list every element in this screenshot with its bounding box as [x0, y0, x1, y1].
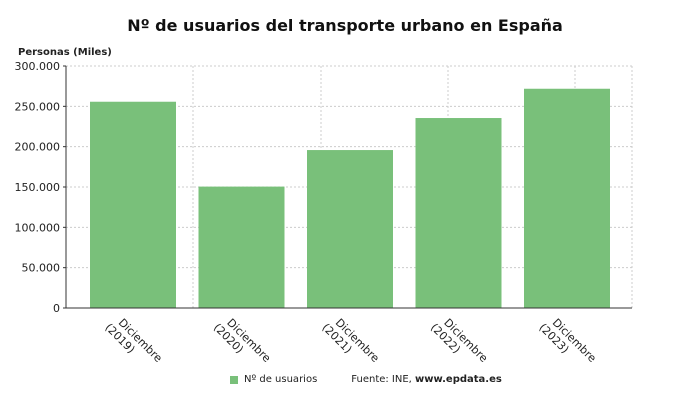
x-tick-label: Diciembre(2020)	[211, 312, 273, 374]
x-tick-label: Diciembre(2019)	[102, 312, 164, 374]
x-tick-label: Diciembre(2023)	[536, 312, 598, 374]
y-tick-label: 300.000	[15, 60, 61, 73]
source-link[interactable]: www.epdata.es	[415, 374, 502, 385]
legend-swatch	[230, 375, 238, 384]
source-text: Fuente: INE, www.epdata.es	[351, 374, 502, 385]
bar	[198, 186, 285, 308]
chart-title: Nº de usuarios del transporte urbano en …	[127, 16, 563, 35]
y-tick-label: 200.000	[15, 141, 61, 154]
y-tick-label: 100.000	[15, 221, 61, 234]
source-prefix: Fuente: INE,	[351, 374, 416, 385]
y-axis-label: Personas (Miles)	[18, 47, 112, 58]
legend: Nº de usuarios Fuente: INE, www.epdata.e…	[230, 374, 502, 385]
bar	[90, 101, 176, 308]
y-tick-label: 0	[53, 302, 60, 315]
y-tick-label: 150.000	[15, 181, 61, 194]
y-tick-label: 250.000	[15, 100, 61, 113]
legend-label: Nº de usuarios	[244, 374, 318, 385]
x-tick-label: Diciembre(2021)	[319, 312, 381, 374]
bar	[524, 88, 610, 308]
y-tick-label: 50.000	[22, 262, 61, 275]
x-tick-label: Diciembre(2022)	[428, 312, 490, 374]
bar	[307, 150, 393, 308]
bar	[415, 118, 502, 308]
